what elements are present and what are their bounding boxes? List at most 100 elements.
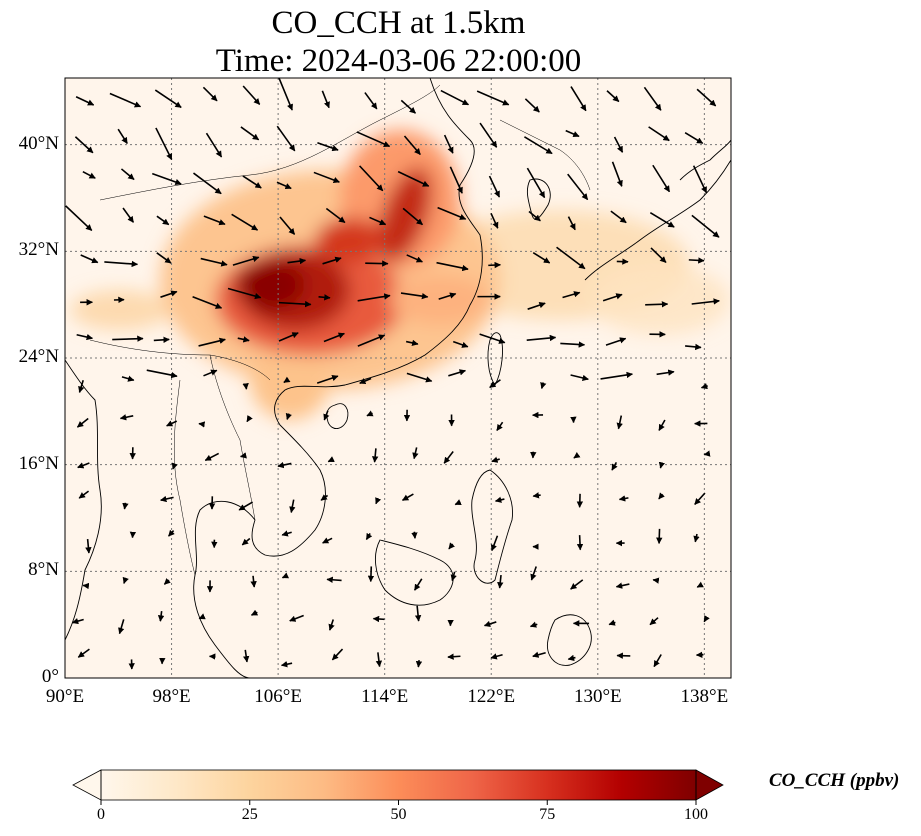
wind-arrow [490,653,503,660]
lon-tick-label: 106°E [254,686,302,707]
wind-arrow [658,492,665,500]
wind-arrow [436,261,469,272]
wind-arrow [490,212,499,229]
lon-tick-label: 130°E [573,686,622,707]
wind-arrow [658,461,666,469]
wind-arrow [323,410,330,421]
wind-arrow [371,448,379,463]
wind-arrow [530,566,537,581]
wind-arrow [154,89,182,109]
lat-tick-label: 8°N [28,559,59,581]
colorbar-tick-label: 25 [241,806,258,823]
wind-arrow [703,450,711,457]
wind-arrow [449,166,463,194]
wind-arrow [411,531,418,539]
wind-arrow [122,502,129,510]
wind-arrow [76,333,93,341]
wind-arrow [570,374,589,382]
wind-arrow [532,651,546,658]
wind-arrow [120,168,135,181]
wind-arrow [375,497,382,505]
wind-arrow [104,260,139,268]
wind-arrow [327,456,335,463]
wind-arrow [356,131,391,148]
wind-arrow [452,340,469,348]
lon-tick-label: 138°E [680,686,729,707]
wind-arrow [402,207,423,226]
wind-arrow [202,86,218,102]
wind-arrow [146,369,178,379]
colorbar-tick-label: 100 [684,806,708,823]
wind-arrow [618,495,629,502]
wind-arrow [204,452,220,462]
wind-arrow [413,578,423,591]
wind-arrow [483,620,497,627]
wind-arrow [326,576,342,583]
wind-arrow [163,578,171,585]
wind-arrow [193,172,222,195]
wind-arrow [250,575,257,588]
wind-arrow [526,334,557,342]
wind-arrow [359,377,372,385]
wind-arrow [688,257,705,264]
wind-arrow [488,175,501,198]
wind-arrow [74,136,94,154]
wind-arrow [283,376,291,384]
wind-arrow [203,215,226,226]
wind-arrow [560,341,586,348]
wind-arrow [684,131,704,144]
map-title-line2: Time: 2024-03-06 22:00:00 [215,43,582,79]
lon-tick-label: 114°E [361,686,409,707]
wind-arrow [562,291,581,299]
wind-arrow [156,252,172,264]
wind-arrow [166,420,178,427]
wind-arrow [78,490,90,499]
wind-arrow [375,652,383,668]
wind-arrow [317,141,339,152]
wind-arrow [198,421,206,428]
wind-arrow [331,648,344,661]
wind-arrow [238,501,254,511]
wind-arrow [414,605,422,622]
wind-arrow [443,134,454,154]
wind-arrow [524,98,540,113]
wind-arrow [155,127,173,161]
wind-arrow [653,654,662,668]
wind-arrow [318,294,331,301]
wind-arrow [608,619,616,626]
wind-arrow [613,136,624,153]
wind-arrow [289,614,304,622]
wind-arrow [276,125,296,152]
wind-arrow [366,410,374,417]
wind-arrow [118,619,125,635]
wind-arrow [490,535,499,552]
wind-arrow [448,542,455,550]
wind-arrow [321,90,330,109]
colorbar-min-extension [72,769,102,801]
wind-arrow [570,86,587,112]
wind-arrow [242,175,262,189]
wind-arrow [696,581,704,588]
lon-tick-label: 122°E [467,686,516,707]
wind-arrow [246,415,253,423]
wind-arrow [243,649,250,663]
wind-arrow [400,99,417,114]
wind-arrow [610,210,627,224]
wind-arrow [649,617,659,626]
wind-arrow [565,129,580,138]
wind-arrow [198,613,206,620]
wind-arrow [532,492,541,499]
wind-arrow [205,132,223,158]
wind-arrow [322,537,333,544]
wind-arrow [615,582,630,589]
wind-arrow [237,336,250,343]
wind-arrow [401,493,414,501]
wind-arrow [573,452,581,459]
wind-arrow [447,653,461,660]
wind-arrow [160,495,174,503]
wind-arrow [656,369,675,376]
wind-arrow [556,246,586,270]
wind-arrow [648,126,670,142]
wind-arrow [239,452,247,459]
